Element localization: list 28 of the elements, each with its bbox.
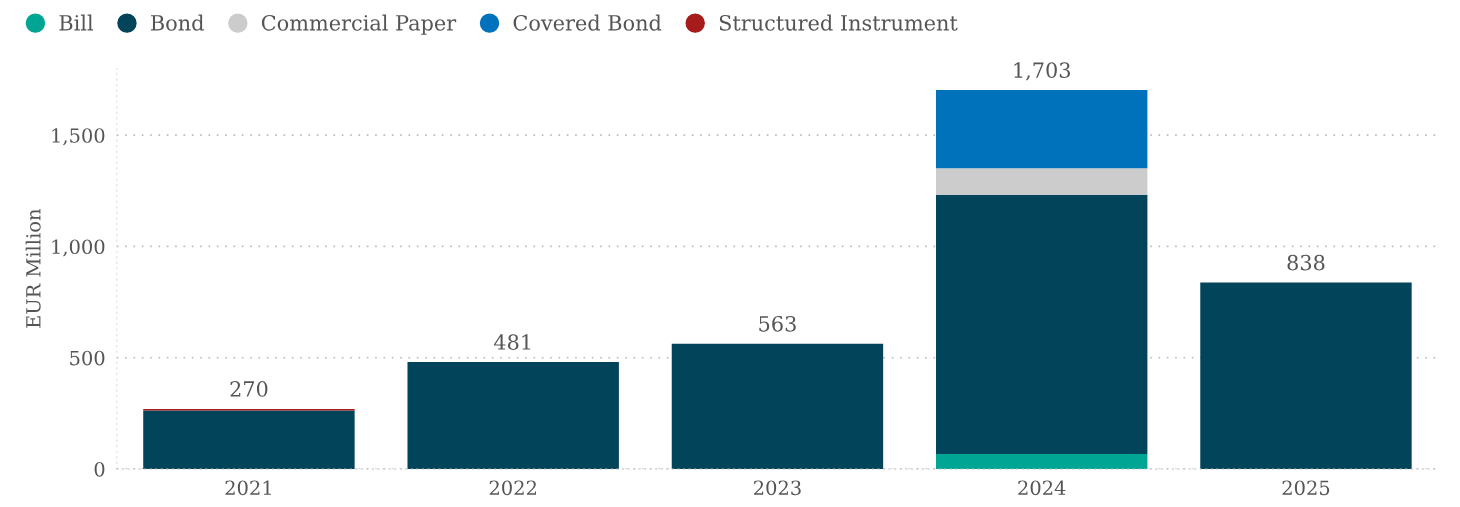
legend-label: Covered Bond <box>513 14 662 31</box>
bar <box>1200 282 1412 469</box>
bar <box>671 343 884 469</box>
total-label: 270 <box>230 381 268 397</box>
bar <box>407 361 619 469</box>
bar <box>936 194 1148 455</box>
y-tick-label: 1,500 <box>52 128 105 146</box>
total-label: 1,703 <box>1014 62 1070 81</box>
x-tick-label: 2023 <box>754 480 801 496</box>
bar <box>936 454 1148 469</box>
total-label: 563 <box>759 315 796 332</box>
total-label: 481 <box>493 334 531 350</box>
bar <box>936 90 1148 169</box>
x-tick-label: 2025 <box>1282 480 1330 496</box>
x-tick-label: 2021 <box>225 480 271 496</box>
bar <box>936 168 1148 195</box>
y-tick-label: 1,000 <box>52 239 105 257</box>
bar <box>143 410 355 469</box>
legend-label: Bond <box>151 14 204 31</box>
legend-label: Structured Instrument <box>719 14 958 31</box>
legend-label: Commercial Paper <box>261 14 457 35</box>
y-tick-label: 0 <box>94 461 105 477</box>
legend-label: Bill <box>59 14 94 31</box>
x-tick-label: 2024 <box>1018 480 1066 496</box>
y-tick-label: 500 <box>70 350 105 366</box>
x-tick-label: 2022 <box>489 480 537 496</box>
total-label: 838 <box>1287 254 1325 271</box>
y-axis-title: EUR Million <box>25 209 41 328</box>
